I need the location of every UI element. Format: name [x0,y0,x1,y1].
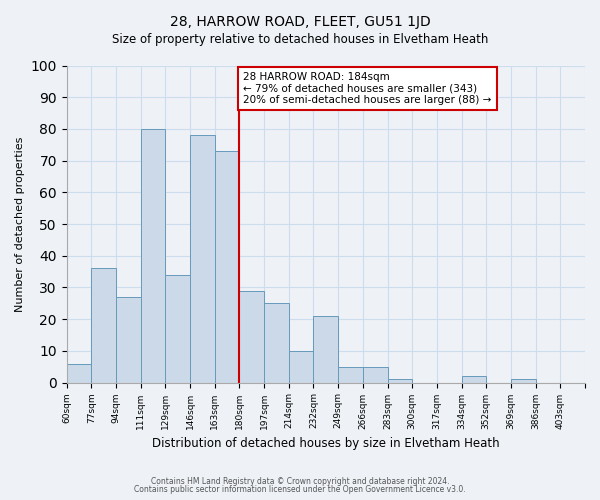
Bar [67,364,91,382]
Bar [511,380,536,382]
Bar [363,366,388,382]
Bar [166,275,190,382]
Bar [215,151,239,382]
Bar [91,268,116,382]
Text: 28 HARROW ROAD: 184sqm
← 79% of detached houses are smaller (343)
20% of semi-de: 28 HARROW ROAD: 184sqm ← 79% of detached… [243,72,491,105]
Bar [116,297,141,382]
Bar [239,290,264,382]
Text: Contains public sector information licensed under the Open Government Licence v3: Contains public sector information licen… [134,486,466,494]
Bar [264,304,289,382]
Y-axis label: Number of detached properties: Number of detached properties [15,136,25,312]
Text: 28, HARROW ROAD, FLEET, GU51 1JD: 28, HARROW ROAD, FLEET, GU51 1JD [170,15,430,29]
Bar [388,380,412,382]
Bar [190,136,215,382]
Bar [461,376,486,382]
X-axis label: Distribution of detached houses by size in Elvetham Heath: Distribution of detached houses by size … [152,437,500,450]
Bar [141,129,166,382]
Text: Contains HM Land Registry data © Crown copyright and database right 2024.: Contains HM Land Registry data © Crown c… [151,477,449,486]
Text: Size of property relative to detached houses in Elvetham Heath: Size of property relative to detached ho… [112,32,488,46]
Bar [289,351,313,382]
Bar [338,366,363,382]
Bar [313,316,338,382]
